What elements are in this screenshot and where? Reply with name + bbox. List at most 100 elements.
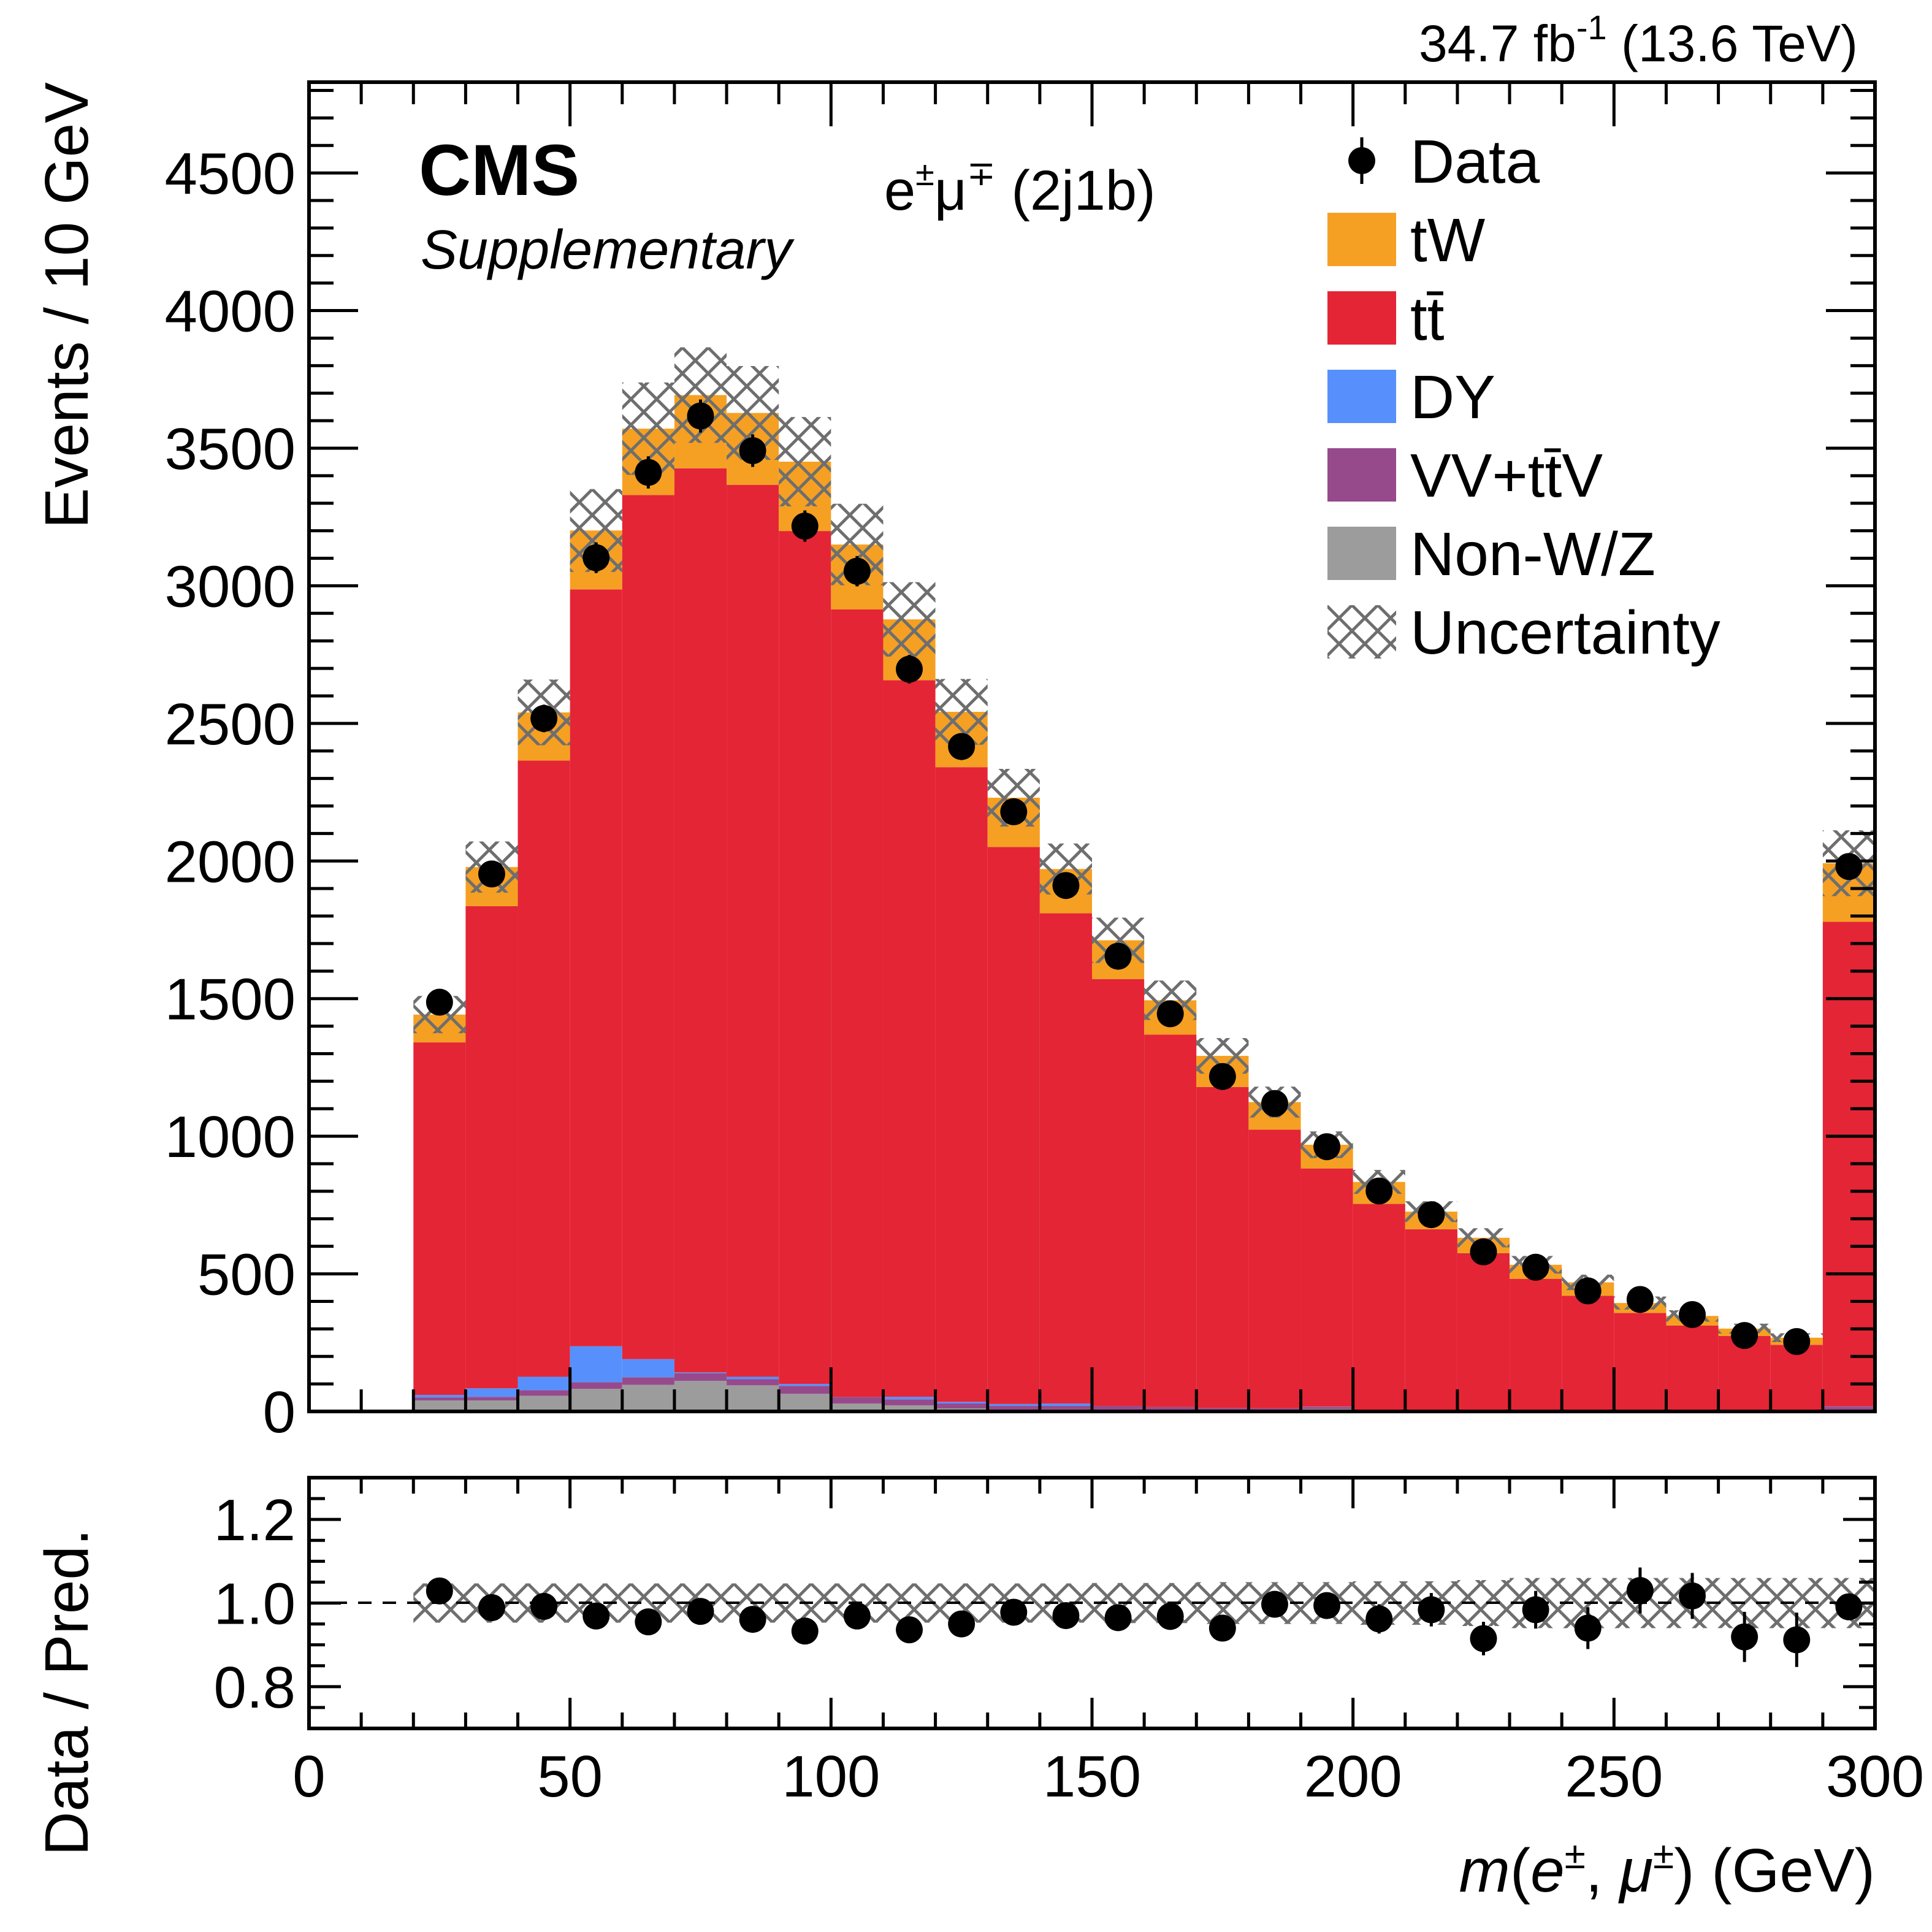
bar-tt <box>935 767 988 1402</box>
bar-tt <box>1248 1129 1301 1408</box>
bar-tt <box>465 906 518 1389</box>
data-point <box>1000 798 1028 825</box>
bar-tt <box>1039 913 1092 1403</box>
bar-tt <box>622 495 674 1359</box>
ratio-point <box>1000 1598 1028 1626</box>
legend-label-unc: Uncertainty <box>1410 598 1720 667</box>
data-point <box>1208 1063 1236 1090</box>
y-tick-label: 500 <box>197 1242 296 1308</box>
data-point <box>582 544 610 571</box>
legend-label-data: Data <box>1410 128 1540 196</box>
ratio-point <box>1783 1626 1811 1654</box>
bar-dy <box>1039 1403 1092 1407</box>
ratio-point <box>739 1606 766 1633</box>
ratio-point <box>635 1608 662 1636</box>
bar-vv <box>570 1382 622 1389</box>
lumi-label: 34.7 fb-1 (13.6 TeV) <box>1419 8 1858 72</box>
bar-tt <box>883 680 936 1397</box>
ratio-point <box>1574 1614 1602 1642</box>
ratio-frame <box>307 1476 1877 1730</box>
ratio-point <box>1208 1614 1236 1642</box>
bar-tt <box>831 609 884 1397</box>
bar-tt <box>779 531 831 1384</box>
ratio-point <box>1522 1596 1549 1624</box>
x-title-open: ( <box>1510 1836 1530 1905</box>
legend-swatch-uncertainty <box>1327 605 1396 659</box>
bar-tt <box>1405 1229 1457 1411</box>
bar-nonwz <box>465 1400 518 1411</box>
x-axis-title: m(e±, μ±) (GeV) <box>1459 1835 1875 1905</box>
bar-nonwz <box>831 1403 884 1411</box>
bar-dy <box>987 1403 1040 1407</box>
y-tick-label: 3000 <box>164 554 296 619</box>
channel-e: e <box>884 159 915 222</box>
bar-tt <box>1196 1086 1249 1408</box>
ratio-point <box>948 1610 976 1638</box>
lumi-unit-exponent: -1 <box>1576 8 1607 47</box>
ratio-point <box>1626 1577 1654 1605</box>
x-title-sup1: ± <box>1565 1835 1586 1877</box>
bar-tt <box>1770 1345 1823 1411</box>
x-title-close: ) <box>1674 1836 1694 1905</box>
x-title-unit: (GeV) <box>1695 1836 1875 1905</box>
legend-swatch-vv <box>1327 448 1396 502</box>
ratio-point <box>843 1602 871 1630</box>
channel-sup1: ± <box>915 154 934 193</box>
y-tick-labels: 0 500 1000 1500 2000 2500 3000 3500 4000 4500 <box>164 141 296 1445</box>
ratio-tick-label: 0.8 <box>214 1655 296 1720</box>
bar-vv <box>1300 1407 1353 1409</box>
bar-tt <box>987 847 1040 1404</box>
uncertainty-hatch <box>883 582 936 657</box>
y-tick-label: 2000 <box>164 829 296 895</box>
ratio-point <box>1418 1596 1445 1624</box>
x-tick-label: 300 <box>1826 1744 1924 1809</box>
ratio-points <box>426 1567 1863 1667</box>
bar-nonwz <box>779 1394 831 1411</box>
ratio-point <box>426 1577 453 1605</box>
data-point <box>1626 1286 1654 1313</box>
data-point <box>1731 1322 1758 1350</box>
ratio-y-axis-title: Data / Pred. <box>32 1529 101 1856</box>
data-point <box>739 437 766 465</box>
ratio-tick-labels: 0.8 1.0 1.2 <box>214 1487 296 1720</box>
bar-tt <box>413 1042 466 1396</box>
bar-dy <box>570 1346 622 1383</box>
bar-vv <box>987 1406 1040 1411</box>
y-axis-title: Events / 10 GeV <box>32 82 101 529</box>
bar-vv <box>831 1397 884 1403</box>
ratio-point <box>1104 1604 1132 1632</box>
ratio-tick-label: 1.2 <box>214 1487 296 1553</box>
data-point <box>1365 1177 1393 1205</box>
data-point <box>635 459 662 486</box>
bar-vv <box>517 1390 570 1396</box>
bar-dy <box>674 1372 727 1373</box>
ratio-point <box>1261 1590 1288 1618</box>
bar-nonwz <box>413 1400 466 1411</box>
ratio-point <box>1313 1592 1341 1619</box>
bar-vv <box>727 1379 779 1386</box>
bar-tt <box>1614 1313 1667 1411</box>
channel-label: e±μ∓ (2j1b) <box>884 154 1156 222</box>
ratio-point <box>1365 1605 1393 1633</box>
cms-label: CMS <box>419 130 579 211</box>
lumi-value: 34.7 fb <box>1419 15 1576 72</box>
bar-dy <box>779 1384 831 1386</box>
bar-nonwz <box>517 1396 570 1411</box>
x-tick-labels: 0 50 100 150 200 250 300 <box>292 1744 1924 1809</box>
bar-nonwz <box>622 1384 674 1411</box>
y-tick-label: 1000 <box>164 1104 296 1170</box>
bar-vv <box>465 1397 518 1401</box>
data-point <box>791 513 819 540</box>
bar-vv <box>779 1386 831 1394</box>
data-point <box>1470 1238 1497 1266</box>
bar-vv <box>1039 1406 1092 1410</box>
y-tick-label: 2500 <box>164 692 296 757</box>
bar-tt <box>1300 1168 1353 1407</box>
legend-label-tw: tW <box>1410 206 1486 275</box>
bar-dy <box>935 1402 988 1403</box>
ratio-point <box>1731 1623 1758 1651</box>
bar-tt <box>1144 1034 1197 1407</box>
data-point <box>687 402 714 430</box>
data-point <box>948 733 976 760</box>
